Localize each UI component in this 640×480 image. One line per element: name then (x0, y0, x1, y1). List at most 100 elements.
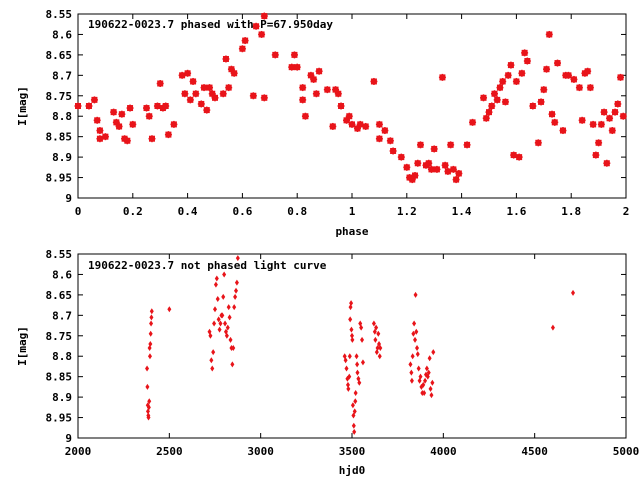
data-point (126, 104, 134, 112)
data-point (149, 320, 154, 327)
data-point (234, 287, 239, 294)
data-point (228, 336, 233, 343)
data-point (441, 161, 449, 169)
data-point (378, 345, 383, 352)
x-tick-label: 0.2 (123, 205, 143, 218)
x-tick-label: 0.6 (232, 205, 252, 218)
x-tick-label: 3000 (247, 445, 274, 458)
data-point (414, 159, 422, 167)
data-point (360, 336, 365, 343)
data-point (186, 96, 194, 104)
x-tick-label: 2 (623, 205, 630, 218)
data-point (371, 320, 376, 327)
data-point (372, 328, 377, 335)
data-point (145, 365, 150, 372)
data-point (355, 369, 360, 376)
data-point (413, 336, 418, 343)
y-tick-label: 9 (65, 432, 72, 445)
data-point (334, 90, 342, 98)
data-point (353, 390, 358, 397)
data-point (354, 353, 359, 360)
data-point (606, 114, 614, 122)
data-point (411, 172, 419, 180)
data-point (293, 63, 301, 71)
data-point (548, 110, 556, 118)
data-point (162, 102, 170, 110)
y-tick-label: 8.8 (52, 350, 72, 363)
data-point (349, 326, 354, 333)
data-point (260, 94, 268, 102)
data-point (146, 414, 151, 421)
data-point (545, 30, 553, 38)
data-point (430, 379, 435, 386)
data-point (348, 304, 353, 311)
plot-frame (77, 253, 627, 439)
data-point (417, 141, 424, 149)
data-point (575, 84, 583, 92)
data-point (226, 304, 231, 311)
data-point (222, 55, 230, 63)
data-point (213, 281, 218, 288)
data-point (512, 77, 520, 85)
data-point (225, 324, 230, 331)
data-point (422, 390, 427, 397)
data-point (414, 328, 419, 335)
y-tick-label: 8.8 (52, 110, 72, 123)
data-point (463, 141, 471, 149)
data-point (543, 65, 551, 73)
data-point (537, 98, 545, 106)
data-point (529, 102, 537, 110)
data-point (347, 373, 352, 380)
data-point (221, 293, 226, 300)
data-point (592, 151, 600, 159)
x-tick-label: 1.6 (506, 205, 526, 218)
x-tick-label: 0.8 (287, 205, 307, 218)
data-point (147, 353, 152, 360)
data-point (438, 73, 446, 81)
data-point (350, 402, 355, 409)
data-point (415, 345, 420, 352)
data-point (360, 359, 365, 366)
data-point (586, 84, 594, 92)
data-point (377, 353, 382, 360)
data-point (217, 326, 222, 333)
data-point (403, 163, 411, 171)
data-point (222, 271, 227, 278)
chart-title: 190622-0023.7 not phased light curve (88, 259, 327, 272)
data-point (149, 314, 154, 321)
y-tick-label: 8.85 (46, 131, 73, 144)
x-tick-label: 4000 (430, 445, 457, 458)
data-point (381, 127, 389, 135)
data-point (238, 45, 246, 53)
data-point (469, 118, 477, 126)
data-point (312, 90, 320, 98)
data-point (203, 106, 211, 114)
data-point (409, 369, 414, 376)
data-point (427, 355, 432, 362)
data-point (425, 159, 433, 167)
data-point (571, 289, 576, 296)
data-point (426, 369, 431, 376)
y-tick-label: 8.85 (46, 371, 73, 384)
x-tick-label: 2500 (156, 445, 183, 458)
data-point (223, 320, 228, 327)
data-point (148, 340, 153, 347)
data-point (485, 108, 493, 116)
data-point (123, 137, 131, 145)
data-point (216, 316, 221, 323)
data-point (490, 90, 498, 98)
data-point (299, 96, 307, 104)
x-tick-label: 0 (75, 205, 82, 218)
data-point (397, 153, 405, 161)
data-point (515, 153, 523, 161)
data-point (597, 120, 605, 128)
y-tick-label: 8.95 (46, 172, 73, 185)
y-tick-label: 8.55 (46, 248, 73, 261)
data-point (488, 102, 496, 110)
data-point (409, 377, 414, 384)
y-tick-label: 9 (65, 192, 72, 205)
data-point (412, 320, 417, 327)
data-point (373, 336, 378, 343)
data-point (362, 122, 370, 130)
